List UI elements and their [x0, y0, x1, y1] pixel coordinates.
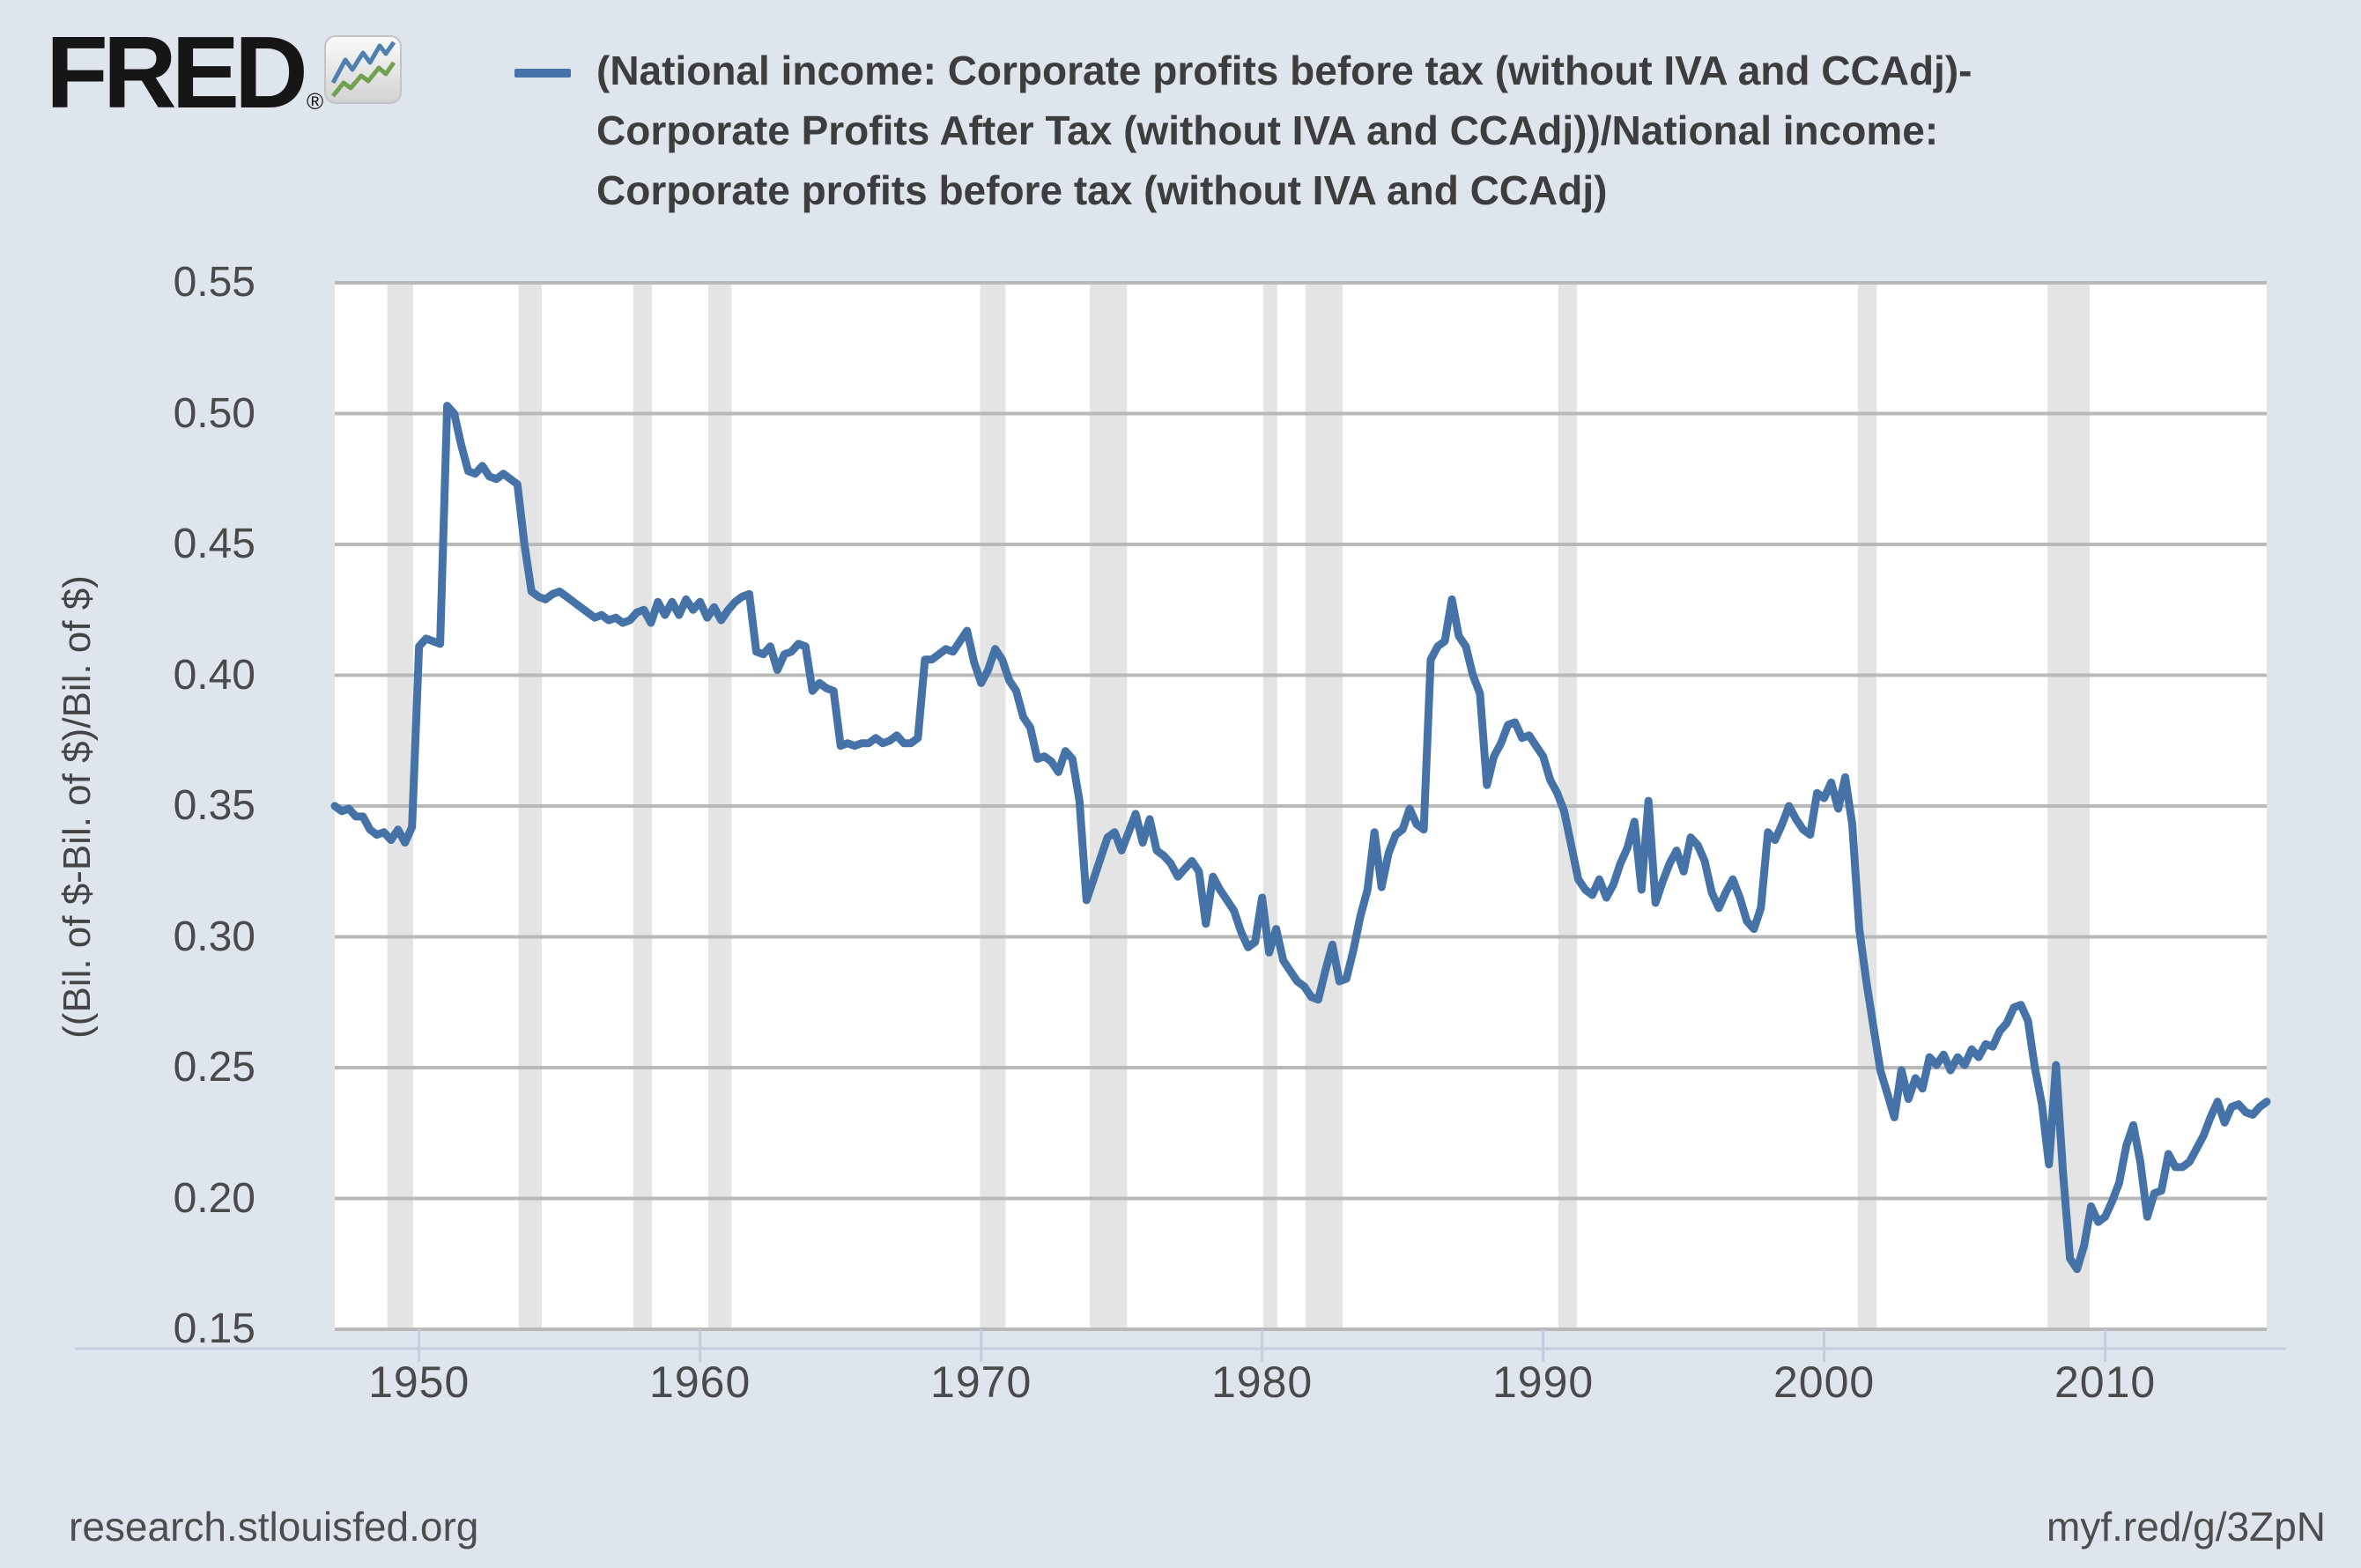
- y-tick-label: 0.15: [173, 1305, 255, 1352]
- x-tick-label: 2000: [1773, 1357, 1876, 1407]
- y-tick-label: 0.45: [173, 521, 255, 567]
- legend-line-swatch: [514, 69, 571, 78]
- y-tick-label: 0.20: [173, 1174, 255, 1222]
- chart-title: (National income: Corporate profits befo…: [596, 41, 2094, 220]
- data-line: [330, 402, 2271, 1274]
- y-tick-label: 0.50: [173, 389, 255, 437]
- footer-permalink[interactable]: myf.red/g/3ZpN: [2046, 1504, 2326, 1550]
- y-tick-label: 0.55: [173, 259, 255, 306]
- fred-logo-registered-mark: ®: [307, 88, 324, 115]
- x-tick-label: 1950: [368, 1357, 470, 1407]
- x-tick-label: 1980: [1211, 1357, 1314, 1407]
- fred-logo-chart-icon: [324, 35, 402, 104]
- x-tick-label: 1960: [649, 1357, 751, 1407]
- y-tick-label: 0.25: [173, 1044, 255, 1091]
- footer-source-link[interactable]: research.stlouisfed.org: [69, 1504, 479, 1550]
- chart-title-line-2: Corporate Profits After Tax (without IVA…: [596, 107, 1939, 153]
- y-tick-label: 0.40: [173, 651, 255, 699]
- x-tick-label: 1990: [1491, 1357, 1595, 1407]
- x-tick-label: 2010: [2054, 1357, 2157, 1407]
- y-tick-label: 0.30: [173, 913, 255, 960]
- chart-title-line-3: Corporate profits before tax (without IV…: [596, 167, 1608, 213]
- chart-title-line-1: (National income: Corporate profits befo…: [596, 48, 1972, 93]
- fred-logo-text: FRED: [46, 15, 308, 129]
- y-tick-label: 0.35: [173, 782, 255, 829]
- x-tick-label: 1970: [930, 1357, 1032, 1407]
